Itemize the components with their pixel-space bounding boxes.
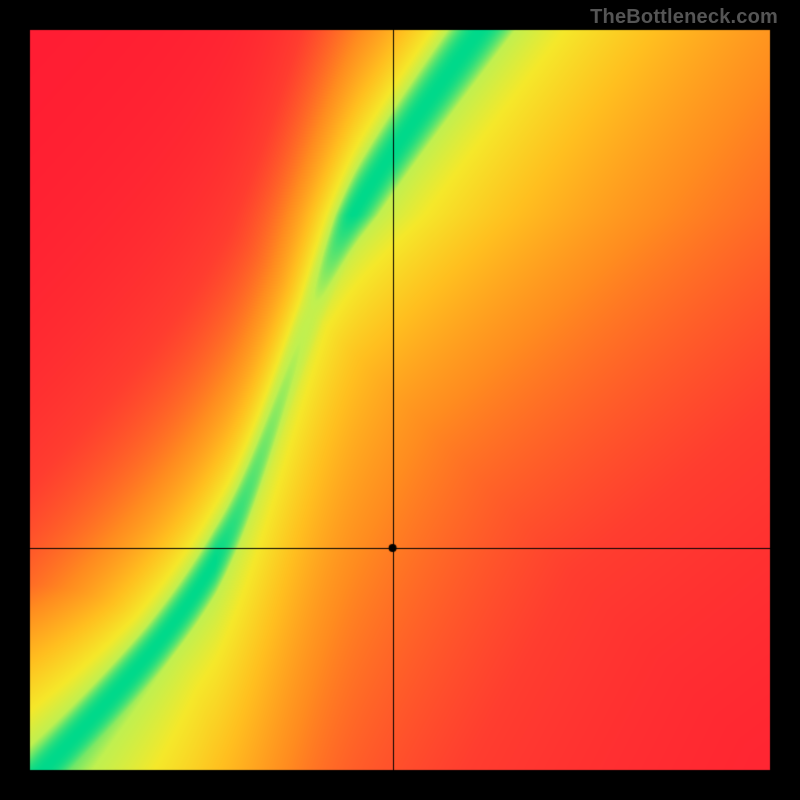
watermark-text: TheBottleneck.com [590,6,778,29]
chart-container: TheBottleneck.com [0,0,800,800]
bottleneck-heatmap [0,0,800,800]
